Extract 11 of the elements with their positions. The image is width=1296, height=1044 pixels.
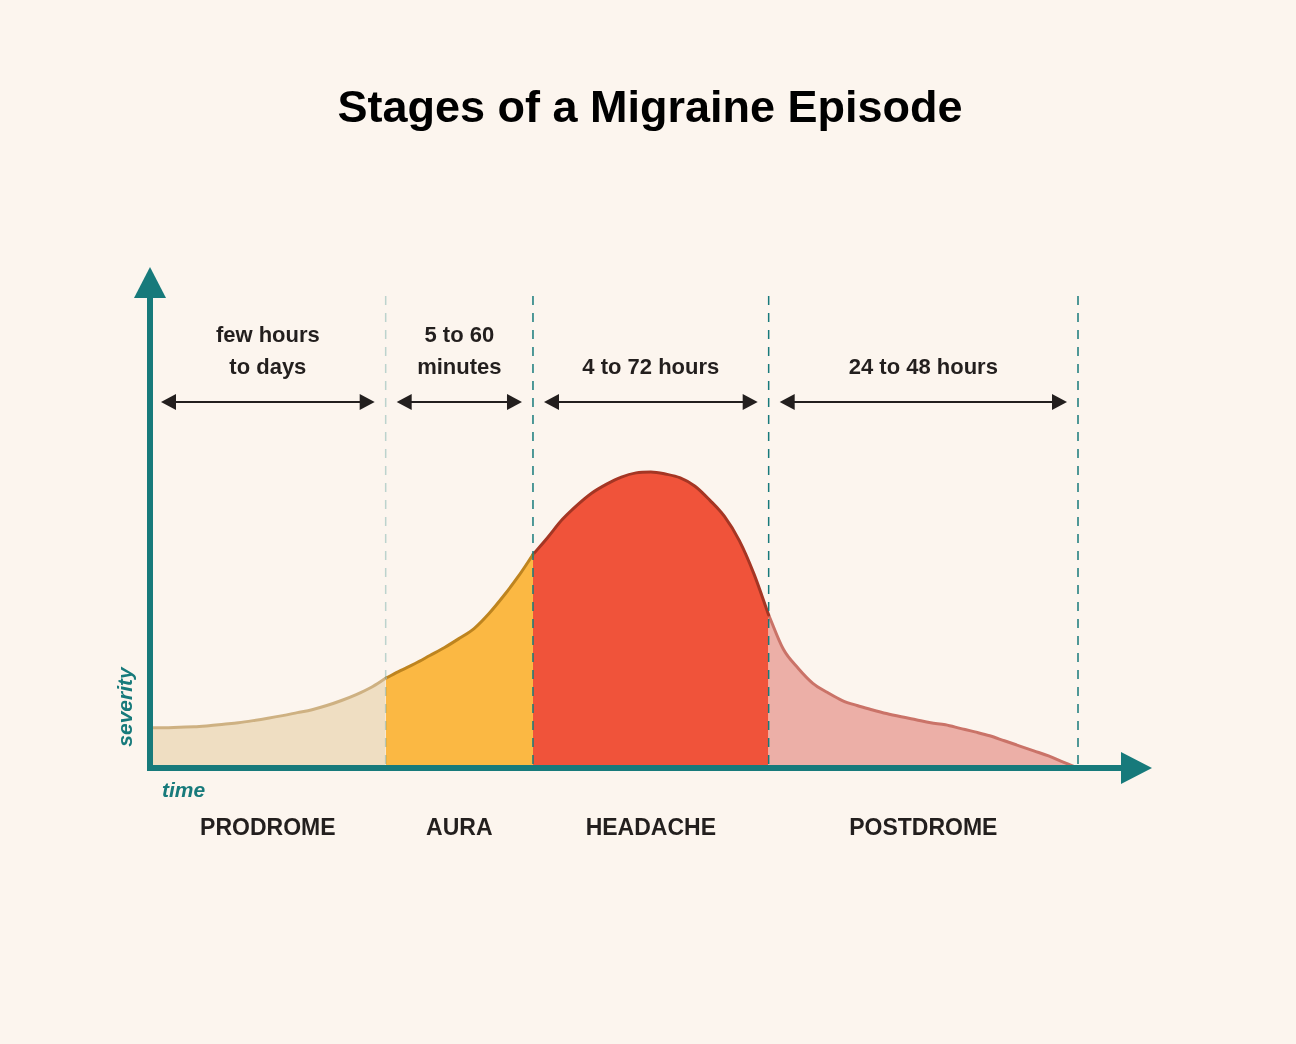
text: few hours to days <box>215 322 320 380</box>
chart-title: Stages of a Migraine Episode <box>337 81 963 133</box>
text: HEADACHE <box>585 814 716 841</box>
text: 5 to 60 minutes <box>417 322 502 380</box>
text: POSTDROME <box>849 814 998 841</box>
text: 24 to 48 hours <box>848 354 998 380</box>
text: 4 to 72 hours <box>582 354 720 380</box>
text: PRODROME <box>200 814 336 841</box>
x-axis-title: time <box>162 777 206 801</box>
y-axis-title: severity <box>112 665 136 747</box>
text: AURA <box>426 814 493 841</box>
